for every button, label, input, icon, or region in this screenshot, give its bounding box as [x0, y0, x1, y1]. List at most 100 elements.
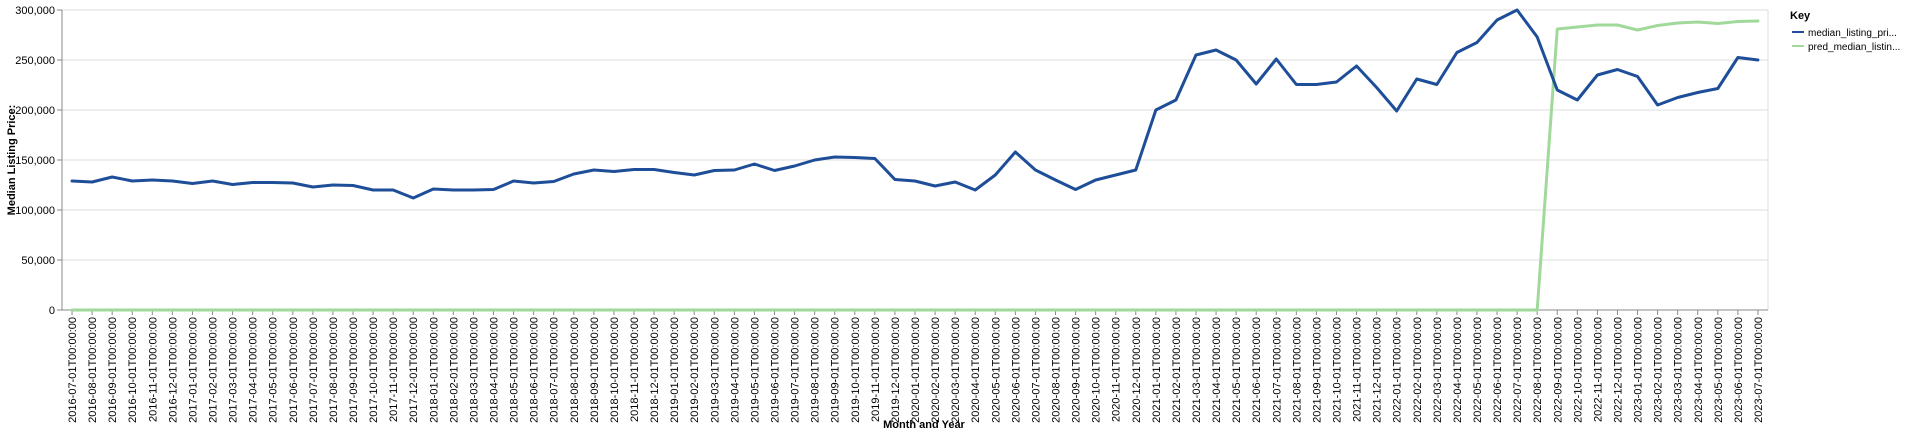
x-tick-label: 2019-06-01T00:00:00: [770, 317, 782, 423]
x-tick-label: 2017-05-01T00:00:00: [268, 317, 280, 423]
x-tick-label: 2019-01-01T00:00:00: [669, 317, 681, 423]
legend-title: Key: [1790, 10, 1811, 22]
x-tick-label: 2022-02-01T00:00:00: [1412, 317, 1424, 423]
x-tick-label: 2018-06-01T00:00:00: [529, 317, 541, 423]
x-tick-label: 2017-01-01T00:00:00: [187, 317, 199, 423]
x-tick-label: 2016-10-01T00:00:00: [127, 317, 139, 423]
x-tick-label: 2021-11-01T00:00:00: [1352, 317, 1364, 422]
x-tick-label: 2021-04-01T00:00:00: [1211, 317, 1223, 423]
x-tick-label: 2022-07-01T00:00:00: [1512, 317, 1524, 423]
x-tick-label: 2023-05-01T00:00:00: [1713, 317, 1725, 423]
legend-label: pred_median_listin...: [1808, 42, 1900, 53]
x-tick-label: 2023-02-01T00:00:00: [1653, 317, 1665, 423]
x-tick-label: 2021-07-01T00:00:00: [1271, 317, 1283, 423]
x-tick-label: 2017-04-01T00:00:00: [248, 317, 260, 423]
y-tick-label: 250,000: [15, 55, 55, 67]
x-tick-label: 2022-04-01T00:00:00: [1452, 317, 1464, 423]
x-tick-label: 2020-11-01T00:00:00: [1111, 317, 1123, 422]
x-tick-label: 2020-08-01T00:00:00: [1050, 317, 1062, 423]
y-tick-label: 50,000: [21, 255, 55, 267]
x-tick-label: 2019-07-01T00:00:00: [790, 317, 802, 423]
x-tick-label: 2021-03-01T00:00:00: [1191, 317, 1203, 423]
x-tick-label: 2022-01-01T00:00:00: [1392, 317, 1404, 423]
x-tick-label: 2023-01-01T00:00:00: [1633, 317, 1645, 423]
x-tick-label: 2021-01-01T00:00:00: [1151, 317, 1163, 423]
x-tick-label: 2017-08-01T00:00:00: [328, 317, 340, 423]
x-tick-label: 2020-03-01T00:00:00: [950, 317, 962, 423]
x-tick-label: 2019-12-01T00:00:00: [890, 317, 902, 423]
x-tick-label: 2017-03-01T00:00:00: [228, 317, 240, 423]
x-tick-label: 2020-07-01T00:00:00: [1030, 317, 1042, 423]
series-lines: [70, 8, 1760, 312]
x-tick-label: 2018-01-01T00:00:00: [428, 317, 440, 423]
y-tick-label: 150,000: [15, 155, 55, 167]
x-tick-label: 2018-08-01T00:00:00: [569, 317, 581, 423]
x-tick-label: 2021-10-01T00:00:00: [1331, 317, 1343, 423]
legend: Key median_listing_pri... pred_median_lis…: [1790, 10, 1900, 53]
x-tick-label: 2016-09-01T00:00:00: [107, 317, 119, 423]
x-tick-label: 2017-07-01T00:00:00: [308, 317, 320, 423]
x-tick-label: 2022-11-01T00:00:00: [1592, 317, 1604, 422]
x-tick-label: 2022-03-01T00:00:00: [1432, 317, 1444, 423]
y-tick-label: 200,000: [15, 105, 55, 117]
x-tick-label: 2018-09-01T00:00:00: [589, 317, 601, 423]
x-tick-label: 2017-02-01T00:00:00: [208, 317, 220, 423]
x-tick-label: 2018-10-01T00:00:00: [609, 317, 621, 423]
x-tick-label: 2022-05-01T00:00:00: [1472, 317, 1484, 423]
x-tick-label: 2021-06-01T00:00:00: [1251, 317, 1263, 423]
x-tick-label: 2022-09-01T00:00:00: [1552, 317, 1564, 423]
x-tick-label: 2018-02-01T00:00:00: [448, 317, 460, 423]
x-tick-label: 2019-08-01T00:00:00: [810, 317, 822, 423]
y-axis-title: Median Listing Price:: [6, 105, 18, 216]
x-tick-label: 2019-03-01T00:00:00: [709, 317, 721, 423]
x-tick-label: 2020-09-01T00:00:00: [1071, 317, 1083, 423]
x-tick-label: 2019-09-01T00:00:00: [830, 317, 842, 423]
x-tick-label: 2020-04-01T00:00:00: [970, 317, 982, 423]
x-tick-label: 2022-06-01T00:00:00: [1492, 317, 1504, 423]
x-tick-label: 2021-12-01T00:00:00: [1372, 317, 1384, 423]
x-tick-label: 2023-04-01T00:00:00: [1693, 317, 1705, 423]
y-axis: 0 50,000 100,000 150,000 200,000 250,000 300,0…: [15, 5, 63, 317]
x-tick-label: 2018-04-01T00:00:00: [489, 317, 501, 423]
x-tick-label: 2016-07-01T00:00:00: [67, 317, 79, 423]
x-tick-label: 2023-03-01T00:00:00: [1673, 317, 1685, 423]
x-tick-label: 2021-09-01T00:00:00: [1311, 317, 1323, 423]
x-tick-label: 2019-11-01T00:00:00: [870, 317, 882, 422]
y-gridlines: [62, 9, 1769, 311]
x-tick-label: 2023-07-01T00:00:00: [1753, 317, 1765, 423]
x-tick-label: 2017-10-01T00:00:00: [368, 317, 380, 423]
x-axis: 2016-07-01T00:00:00 2016-08-01T00:00:00 20…: [62, 309, 1768, 423]
x-tick-label: 2016-08-01T00:00:00: [87, 317, 99, 423]
x-tick-label: 2019-05-01T00:00:00: [749, 317, 761, 423]
x-tick-label: 2018-11-01T00:00:00: [629, 317, 641, 422]
y-tick-label: 100,000: [15, 205, 55, 217]
legend-items: median_listing_pri... pred_median_listin.…: [1792, 28, 1900, 53]
x-tick-label: 2021-05-01T00:00:00: [1231, 317, 1243, 423]
x-tick-label: 2018-07-01T00:00:00: [549, 317, 561, 423]
x-tick-label: 2021-08-01T00:00:00: [1291, 317, 1303, 423]
x-tick-label: 2018-03-01T00:00:00: [468, 317, 480, 423]
x-tick-label: 2017-09-01T00:00:00: [348, 317, 360, 423]
x-tick-label: 2019-10-01T00:00:00: [850, 317, 862, 423]
series-line-0: [70, 8, 1760, 200]
x-tick-label: 2018-05-01T00:00:00: [509, 317, 521, 423]
x-tick-label: 2016-12-01T00:00:00: [167, 317, 179, 423]
x-tick-label: 2020-06-01T00:00:00: [1010, 317, 1022, 423]
x-tick-label: 2022-12-01T00:00:00: [1612, 317, 1624, 423]
x-tick-label: 2020-02-01T00:00:00: [930, 317, 942, 423]
x-tick-label: 2023-06-01T00:00:00: [1733, 317, 1745, 423]
x-tick-label: 2020-05-01T00:00:00: [990, 317, 1002, 423]
x-tick-label: 2018-12-01T00:00:00: [649, 317, 661, 423]
series-line-1: [70, 19, 1760, 312]
x-tick-label: 2020-12-01T00:00:00: [1131, 317, 1143, 423]
x-tick-label: 2017-11-01T00:00:00: [388, 317, 400, 422]
x-tick-label: 2020-10-01T00:00:00: [1091, 317, 1103, 423]
x-tick-label: 2019-04-01T00:00:00: [729, 317, 741, 423]
x-tick-label: 2021-02-01T00:00:00: [1171, 317, 1183, 423]
x-tick-label: 2022-08-01T00:00:00: [1532, 317, 1544, 423]
x-axis-title: Month and Year: [883, 419, 965, 431]
x-tick-label: 2017-06-01T00:00:00: [288, 317, 300, 423]
x-tick-label: 2020-01-01T00:00:00: [910, 317, 922, 423]
y-tick-label: 0: [49, 305, 55, 317]
